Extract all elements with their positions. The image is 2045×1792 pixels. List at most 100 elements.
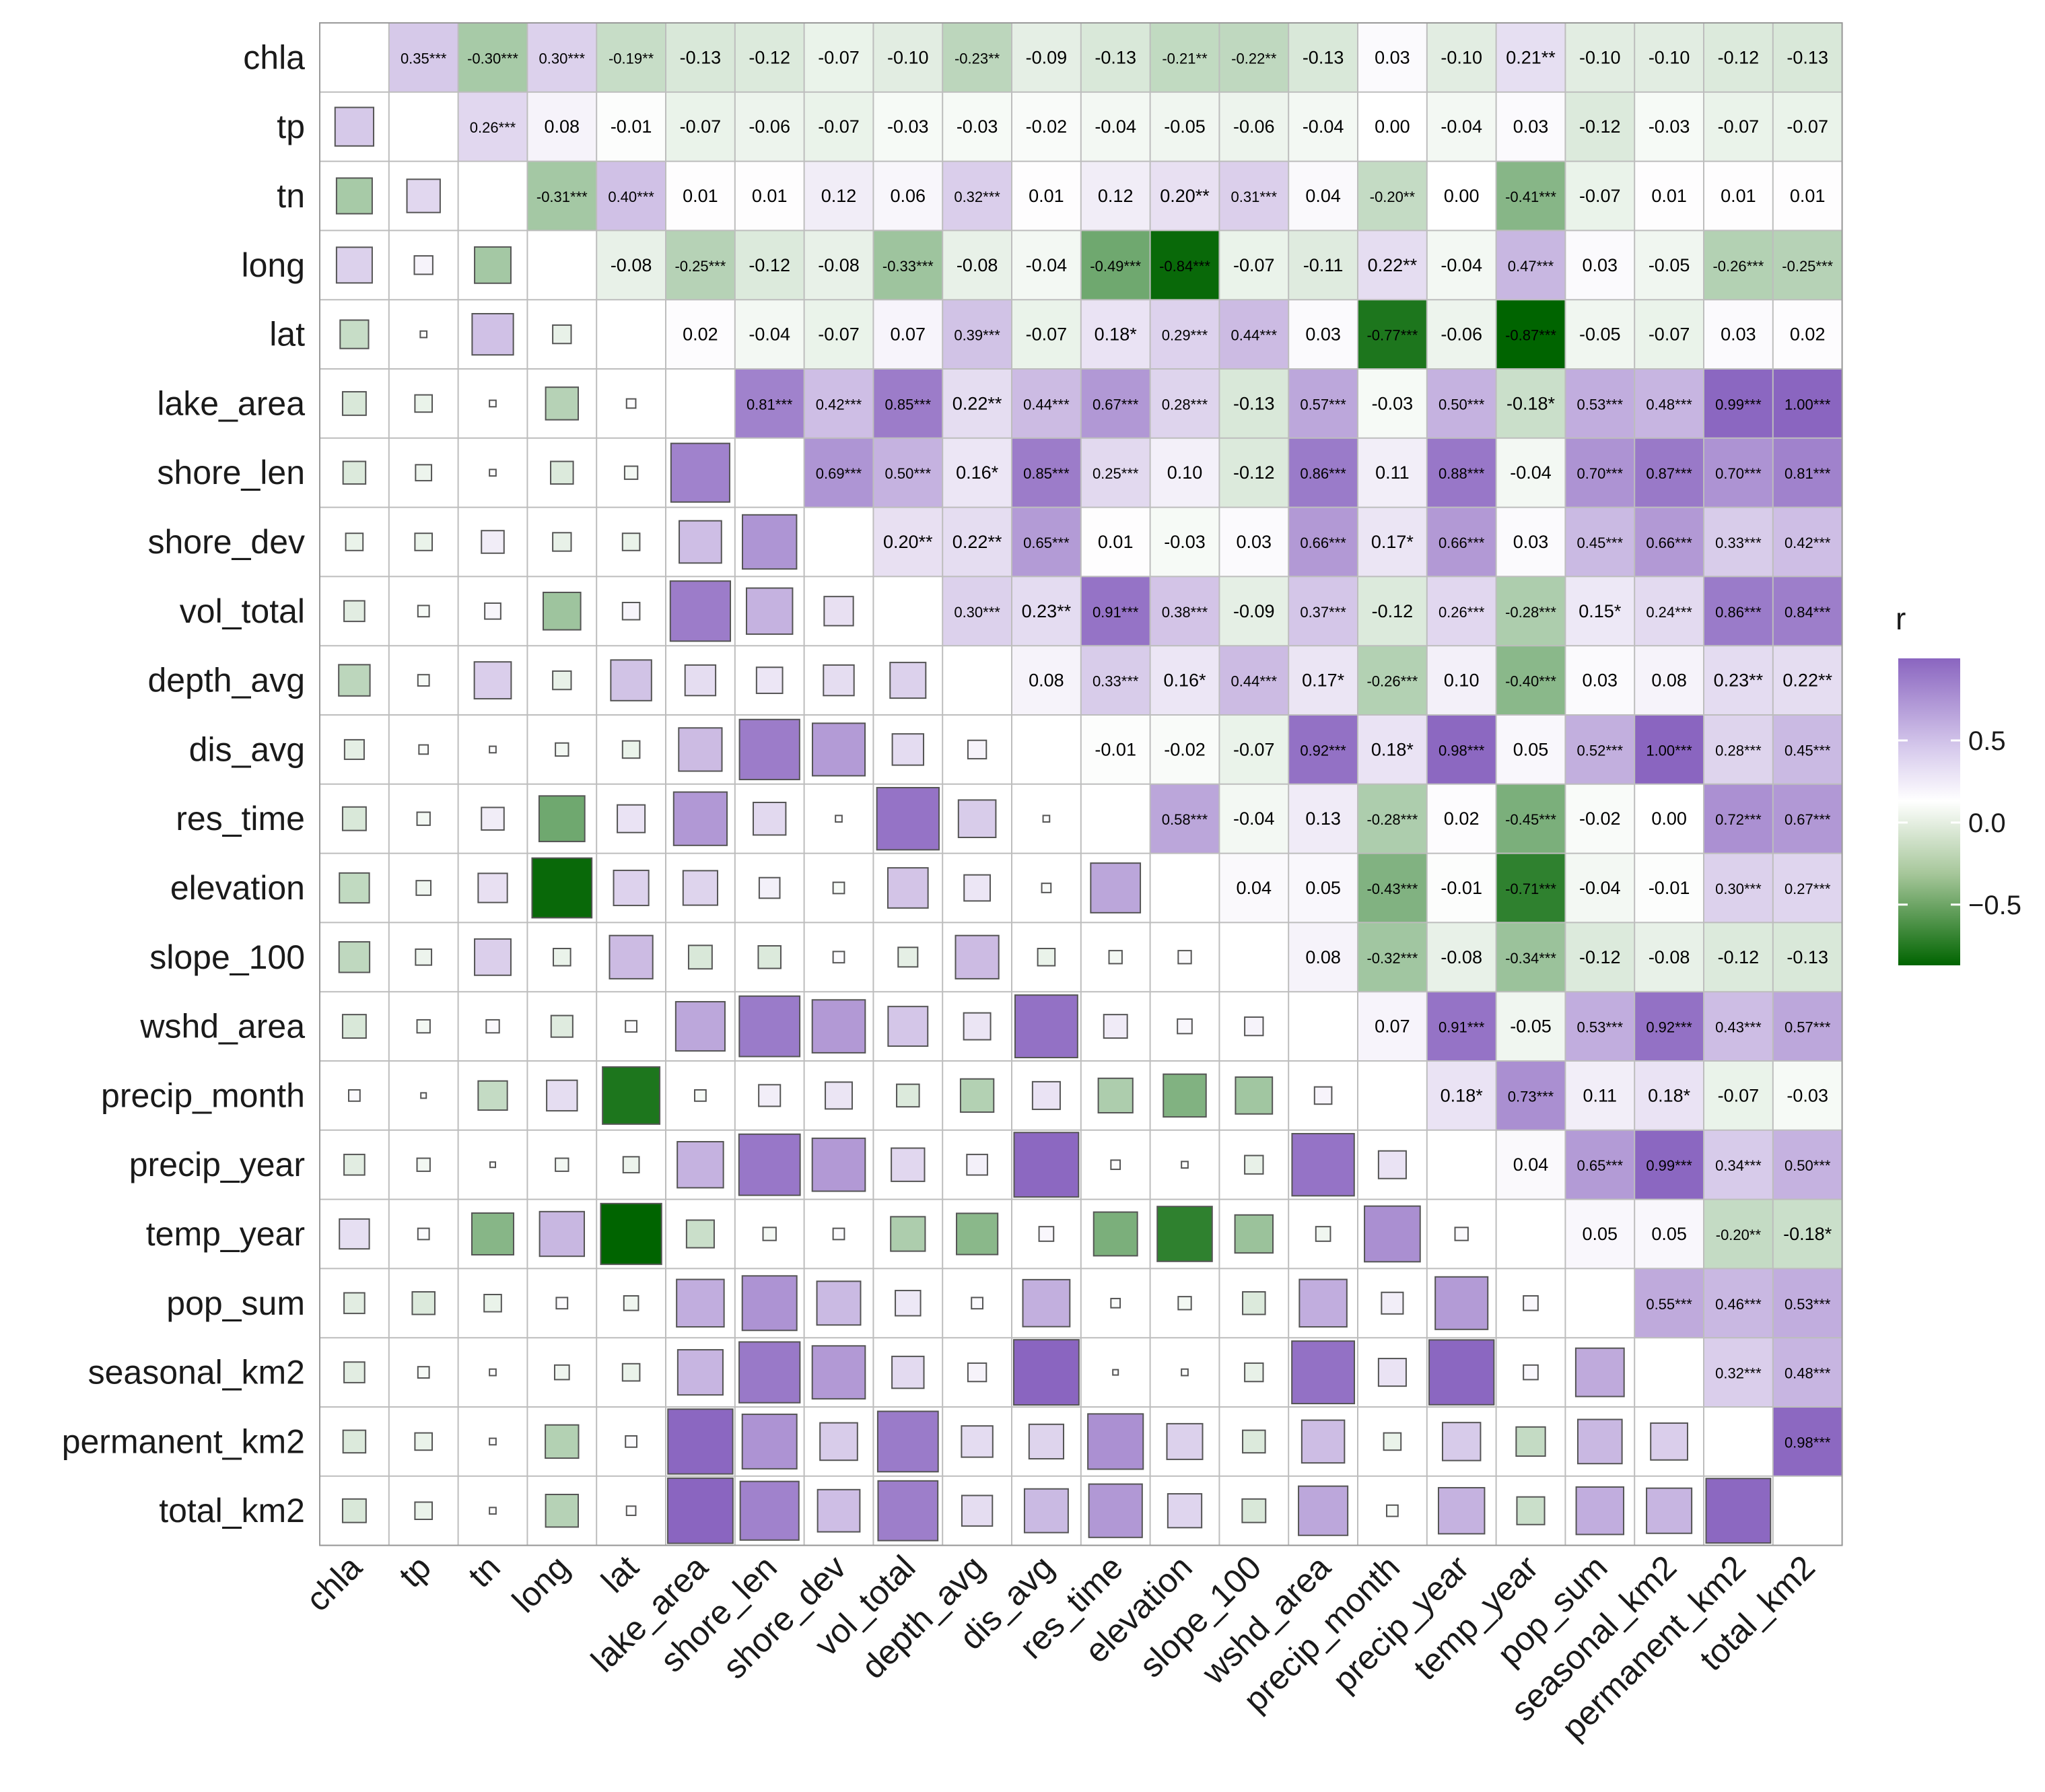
corr-tile-lake_area-res_time [1080,369,1150,438]
corr-tile-dis_avg-slope_100 [1219,715,1289,784]
corr-label-precip_year-total_km2: 0.50*** [1784,1157,1831,1174]
corr-tile-pop_sum-seasonal_km2 [1634,1268,1704,1338]
legend-tick-label: −0.5 [1968,891,2021,920]
corr-tile-precip_year-temp_year [1496,1130,1566,1200]
corr-square-dis_avg-depth_avg [967,739,987,760]
corr-label-lake_area-seasonal_km2: 0.48*** [1646,396,1692,413]
corr-tile-shore_dev-vol_total [873,507,943,577]
corr-square-pop_sum-dis_avg [1022,1278,1071,1328]
corr-label-lake_area-permanent_km2: 0.99*** [1715,396,1762,413]
corr-square-pop_sum-tn [483,1293,502,1313]
corr-tile-chla-dis_avg [1012,23,1081,92]
row-label-vol_total: vol_total [180,592,305,630]
corr-square-elevation-lat [613,869,650,907]
corr-tile-lat-shore_dev [804,300,874,369]
row-label-lake_area: lake_area [157,384,305,422]
row-label-precip_month: precip_month [101,1076,305,1114]
corr-tile-slope_100-seasonal_km2 [1634,922,1704,992]
corr-square-wshd_area-depth_avg [963,1012,992,1041]
corr-label-chla-wshd_area: -0.13 [1303,47,1344,67]
corr-tile-long-res_time [1080,230,1150,300]
row-label-slope_100: slope_100 [149,938,305,976]
corr-label-vol_total-total_km2: 0.84*** [1784,604,1831,621]
corr-square-seasonal_km2-shore_len [738,1341,801,1404]
corr-label-chla-precip_year: -0.10 [1441,47,1482,67]
row-labels: chla tp tn long lat lake_area shore_len shore_d… [62,38,306,1529]
corr-label-temp_year-pop_sum: 0.05 [1583,1224,1618,1244]
corr-tile-tp-precip_month [1358,92,1427,162]
corr-tile-precip_month-permanent_km2 [1704,1061,1773,1130]
corr-square-temp_year-vol_total [890,1216,926,1252]
corr-square-temp_year-precip_year [1454,1227,1469,1241]
corr-tile-chla-pop_sum [1565,23,1635,92]
corr-square-elevation-res_time [1090,862,1142,914]
corr-label-chla-lat: -0.19** [609,50,654,67]
corr-square-shore_dev-chla [345,532,364,551]
corr-square-lake_area-lat [625,398,637,409]
corr-square-precip_month-lake_area [694,1089,707,1102]
corr-label-chla-seasonal_km2: -0.10 [1649,47,1690,67]
corr-square-vol_total-chla [343,600,366,623]
corr-tile-elevation-pop_sum [1565,853,1635,923]
corr-label-lat-temp_year: -0.87*** [1505,327,1556,344]
corr-label-depth_avg-elevation: 0.16* [1163,670,1206,691]
corr-square-precip_month-lat [602,1066,661,1125]
corr-square-total_km2-seasonal_km2 [1646,1487,1693,1534]
corr-square-precip_month-shore_len [758,1084,782,1107]
corr-tile-chla-precip_month [1358,23,1427,92]
corr-label-vol_total-pop_sum: 0.15* [1579,601,1622,621]
corr-square-slope_100-long [552,947,571,967]
corr-tile-tp-shore_dev [804,92,874,162]
corr-square-shore_dev-tp [414,532,434,551]
corr-square-wshd_area-vol_total [887,1006,929,1047]
corr-square-depth_avg-vol_total [889,662,927,699]
corr-square-long-tp [413,255,434,275]
corr-tile-precip_month-temp_year [1496,1061,1566,1130]
corr-tile-tn-permanent_km2 [1704,161,1773,231]
corr-tile-depth_avg-res_time [1080,646,1150,715]
corr-square-permanent_km2-elevation [1166,1422,1204,1460]
corr-square-vol_total-lake_area [669,580,732,642]
corr-label-dis_avg-total_km2: 0.45*** [1784,742,1831,759]
corr-label-tn-elevation: 0.20** [1160,186,1210,206]
corr-tile-tp-wshd_area [1288,92,1358,162]
corr-tile-vol_total-precip_year [1426,576,1496,646]
corr-label-tn-pop_sum: -0.07 [1579,186,1621,206]
corr-tile-lake_area-seasonal_km2 [1634,369,1704,438]
row-label-tn: tn [277,177,305,215]
corr-tile-shore_len-temp_year [1496,438,1566,508]
corr-square-temp_year-lat [600,1202,662,1266]
corr-square-tp-chla [334,106,375,147]
corr-label-shore_dev-pop_sum: 0.45*** [1577,535,1624,551]
corr-label-slope_100-pop_sum: -0.12 [1579,947,1621,967]
corr-label-slope_100-wshd_area: 0.08 [1305,947,1341,967]
corr-label-precip_year-temp_year: 0.04 [1513,1155,1549,1175]
corr-label-pop_sum-seasonal_km2: 0.55*** [1646,1296,1692,1313]
corr-square-shore_dev-lake_area [679,520,722,564]
corr-label-dis_avg-pop_sum: 0.52*** [1577,742,1624,759]
corr-tile-shore_dev-total_km2 [1772,507,1842,577]
corr-label-wshd_area-permanent_km2: 0.43*** [1715,1019,1762,1036]
corr-label-tn-temp_year: -0.41*** [1505,188,1556,205]
row-label-chla: chla [243,38,305,76]
corr-tile-long-lake_area [666,230,735,300]
corr-label-lake_area-wshd_area: 0.57*** [1300,396,1346,413]
corr-tile-wshd_area-temp_year [1496,992,1566,1061]
corr-label-shore_len-res_time: 0.25*** [1093,465,1139,482]
corr-tile-lake_area-pop_sum [1565,369,1635,438]
corr-square-precip_month-elevation [1163,1073,1207,1118]
corr-label-dis_avg-slope_100: -0.07 [1233,739,1275,759]
corr-tile-chla-total_km2 [1772,23,1842,92]
matrix-border [319,22,1843,1546]
corr-square-temp_year-depth_avg [955,1212,999,1255]
corr-label-lat-elevation: 0.29*** [1162,327,1208,344]
corr-tile-elevation-precip_month [1358,853,1427,923]
corr-square-seasonal_km2-tp [417,1366,430,1379]
corr-label-vol_total-wshd_area: 0.37*** [1300,604,1346,621]
corr-tile-tn-depth_avg [942,161,1012,231]
matrix-gridlines [319,22,1843,1546]
corr-label-lat-total_km2: 0.02 [1790,324,1826,345]
corr-tile-shore_len-res_time [1080,438,1150,508]
corr-tile-shore_dev-precip_year [1426,507,1496,577]
corr-tile-lake_area-permanent_km2 [1704,369,1773,438]
